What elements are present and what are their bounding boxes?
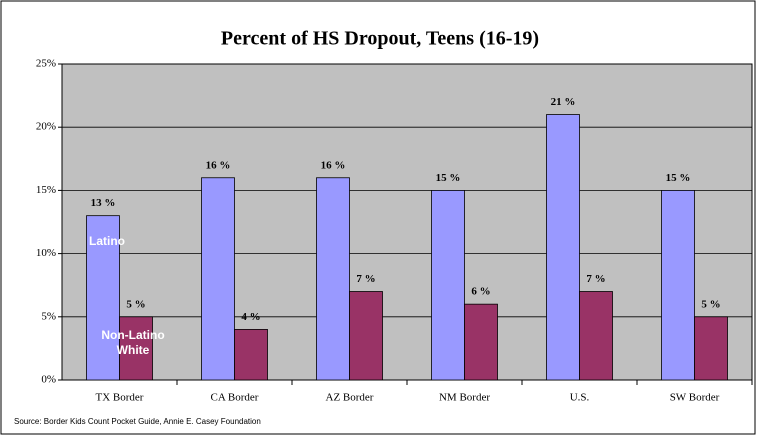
x-tick-label: CA Border <box>211 392 259 404</box>
legend-label: Non-Latino White <box>101 328 165 357</box>
bar <box>234 329 268 381</box>
y-tick-label: 15% <box>36 184 56 196</box>
x-tick-label: TX Border <box>96 392 144 404</box>
value-label: 5 % <box>701 298 720 310</box>
value-label: 16 % <box>206 159 231 171</box>
x-tick-label: AZ Border <box>326 392 374 404</box>
value-label: 13 % <box>91 197 116 209</box>
value-label: 7 % <box>356 273 375 285</box>
source-note: Source: Border Kids Count Pocket Guide, … <box>14 417 261 426</box>
bar <box>431 189 465 381</box>
bar <box>464 303 498 381</box>
x-tick-label: U.S. <box>570 392 590 404</box>
bar <box>546 114 580 381</box>
value-label: 4 % <box>241 311 260 323</box>
value-label: 16 % <box>321 159 346 171</box>
y-tick-label: 10% <box>36 247 56 259</box>
y-tick-label: 25% <box>36 58 56 70</box>
legend-label: Latino <box>89 234 125 248</box>
bar <box>316 177 350 381</box>
x-tick-label: NM Border <box>439 392 490 404</box>
bar <box>201 177 235 381</box>
bar <box>694 316 728 381</box>
value-label: 5 % <box>126 298 145 310</box>
bar <box>579 291 613 381</box>
y-tick-label: 5% <box>41 310 56 322</box>
y-tick-label: 20% <box>36 121 56 133</box>
value-label: 15 % <box>666 172 691 184</box>
value-label: 7 % <box>586 273 605 285</box>
bar <box>349 291 383 381</box>
bar <box>86 215 120 381</box>
value-label: 6 % <box>471 286 490 298</box>
plot-area <box>61 63 753 381</box>
bar <box>119 316 153 381</box>
value-label: 21 % <box>551 96 576 108</box>
chart-title: Percent of HS Dropout, Teens (16-19) <box>221 28 539 50</box>
x-tick-label: SW Border <box>670 392 720 404</box>
y-tick-label: 0% <box>41 374 56 386</box>
bar <box>661 189 695 381</box>
value-label: 15 % <box>436 172 461 184</box>
